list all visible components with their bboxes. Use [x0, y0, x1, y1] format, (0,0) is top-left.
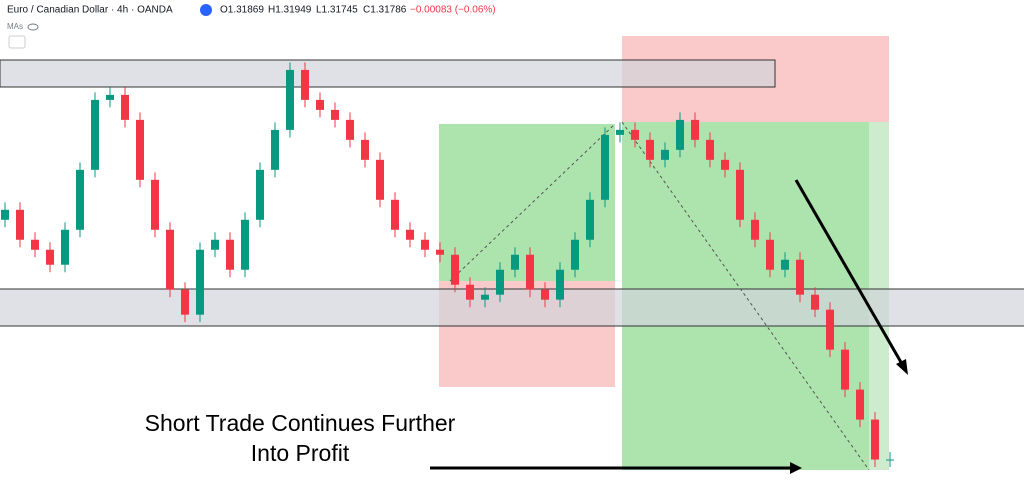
- candle-body: [196, 249, 204, 315]
- candle-body: [646, 139, 654, 160]
- candle-body: [301, 69, 309, 100]
- candle-body: [391, 199, 399, 230]
- candle-body: [826, 309, 834, 350]
- candle-body: [481, 294, 489, 300]
- candle-body: [721, 159, 729, 170]
- candle-body: [751, 219, 759, 240]
- candle-body: [271, 129, 279, 170]
- candle-body: [61, 229, 69, 265]
- short-target-line: [621, 121, 870, 471]
- zones: [0, 36, 1024, 471]
- candle-body: [466, 284, 474, 300]
- candle-body: [556, 269, 564, 300]
- change: −0.00083 (−0.06%): [410, 5, 496, 16]
- candle-body: [121, 94, 129, 120]
- support-zone: [0, 289, 1024, 326]
- candles: [1, 62, 894, 468]
- candle-body: [601, 134, 609, 200]
- candle-body: [226, 239, 234, 270]
- candle-body: [676, 119, 684, 150]
- ohlc-open: O1.31869: [220, 5, 264, 16]
- replay-icon[interactable]: [200, 4, 212, 16]
- visibility-icon[interactable]: [27, 23, 39, 31]
- candle-body: [766, 239, 774, 270]
- trend-arrow: [794, 179, 904, 365]
- time-arrow-head: [790, 462, 802, 474]
- ohlc-low: L1.31745: [316, 5, 358, 16]
- candle-body: [406, 229, 414, 240]
- trend-arrow-head: [896, 359, 908, 375]
- ohlc-high: H1.31949: [268, 5, 312, 16]
- annotation: Into Profit: [251, 440, 350, 466]
- candle-body: [136, 119, 144, 180]
- long-target-line: [449, 123, 616, 282]
- candle-body: [316, 99, 324, 110]
- candle-body: [1, 209, 9, 220]
- candle-body: [436, 249, 444, 255]
- candle-body: [706, 139, 714, 160]
- ohlc-close: C1.31786: [363, 5, 407, 16]
- candle-body: [661, 149, 669, 160]
- candle-body: [256, 169, 264, 220]
- candle-body: [331, 109, 339, 120]
- symbol: Euro / Canadian Dollar · 4h · OANDA: [7, 5, 173, 16]
- indicator: MAs: [7, 22, 23, 31]
- candle-body: [211, 239, 219, 250]
- candle-body: [16, 209, 24, 240]
- candle-body: [31, 239, 39, 250]
- candle-body: [286, 69, 294, 130]
- candle-body: [841, 349, 849, 390]
- candle-body: [451, 254, 459, 285]
- candle-body: [616, 129, 624, 135]
- candle-body: [571, 239, 579, 270]
- candle-body: [241, 219, 249, 270]
- candle-body: [421, 239, 429, 250]
- candle-body: [46, 249, 54, 265]
- arrows: [430, 179, 908, 474]
- candle-body: [346, 119, 354, 140]
- candle-body: [691, 119, 699, 140]
- resistance-zone: [0, 59, 776, 88]
- header: Euro / Canadian Dollar · 4h · OANDA O1.3…: [7, 4, 496, 49]
- candle-body: [886, 459, 894, 461]
- candle-body: [736, 169, 744, 220]
- candle-body: [856, 389, 864, 420]
- candle-body: [526, 254, 534, 290]
- candle-body: [631, 129, 639, 140]
- candle-body: [811, 294, 819, 310]
- candle-body: [376, 159, 384, 200]
- candle-body: [511, 254, 519, 270]
- candle-body: [151, 179, 159, 230]
- annotation: Short Trade Continues Further: [145, 410, 456, 436]
- candle-body: [181, 289, 189, 315]
- candle-body: [76, 169, 84, 230]
- candle-body: [496, 269, 504, 295]
- candle-body: [871, 419, 879, 460]
- candle-body: [91, 99, 99, 170]
- candle-body: [166, 229, 174, 290]
- candle-body: [781, 259, 789, 270]
- collapse-button[interactable]: [8, 35, 26, 49]
- candle-body: [541, 289, 549, 300]
- candle-body: [796, 259, 804, 295]
- candle-body: [586, 199, 594, 240]
- candle-body: [106, 94, 114, 100]
- candle-body: [361, 139, 369, 160]
